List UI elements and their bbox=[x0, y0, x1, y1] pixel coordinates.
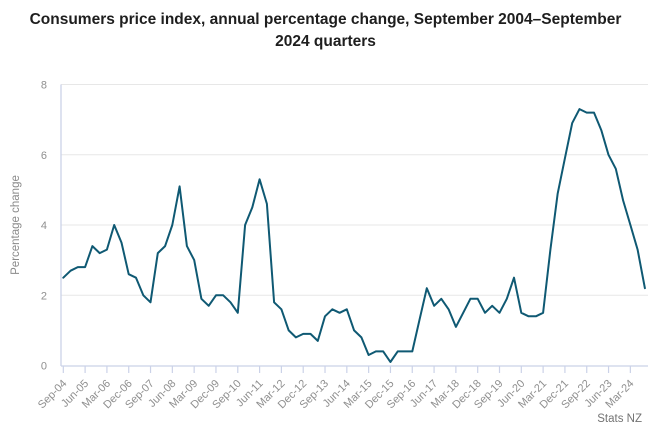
stats-nz-attribution: Stats NZ bbox=[597, 413, 642, 425]
y-tick-label: 4 bbox=[41, 220, 47, 232]
cpi-line-series bbox=[62, 108, 646, 363]
y-tick-label: 2 bbox=[41, 290, 47, 302]
y-tick-label: 6 bbox=[41, 150, 47, 162]
y-tick-label: 0 bbox=[41, 361, 47, 373]
chart-title: Consumers price index, annual percentage… bbox=[29, 11, 622, 50]
y-tick-label: 8 bbox=[41, 80, 47, 92]
